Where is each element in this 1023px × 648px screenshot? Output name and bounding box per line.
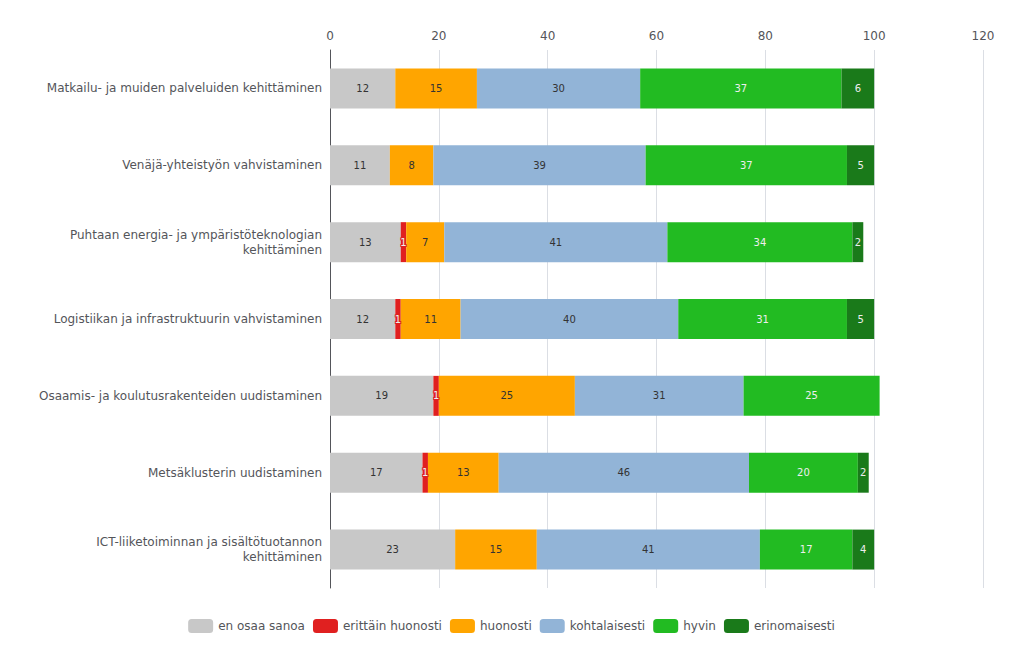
svg-text:46: 46 — [617, 467, 630, 478]
svg-text:Metsäklusterin uudistaminen: Metsäklusterin uudistaminen — [148, 466, 322, 480]
svg-text:60: 60 — [649, 29, 664, 43]
svg-text:kohtalaisesti: kohtalaisesti — [570, 619, 645, 633]
svg-text:4: 4 — [860, 544, 866, 555]
svg-text:2: 2 — [855, 237, 861, 248]
svg-text:6: 6 — [855, 83, 861, 94]
svg-text:Puhtaan energia- ja ympäristöt: Puhtaan energia- ja ympäristöteknologian — [70, 228, 322, 242]
svg-text:23: 23 — [386, 544, 399, 555]
svg-text:en osaa sanoa: en osaa sanoa — [218, 619, 305, 633]
svg-text:7: 7 — [422, 237, 428, 248]
svg-text:20: 20 — [431, 29, 446, 43]
svg-text:kehittäminen: kehittäminen — [243, 550, 322, 564]
svg-text:40: 40 — [540, 29, 555, 43]
svg-text:100: 100 — [863, 29, 886, 43]
svg-text:19: 19 — [375, 390, 388, 401]
svg-text:erittäin huonosti: erittäin huonosti — [343, 619, 442, 633]
svg-text:Venäjä-yhteistyön vahvistamine: Venäjä-yhteistyön vahvistaminen — [122, 158, 322, 172]
svg-text:1: 1 — [433, 390, 439, 401]
svg-text:Osaamis- ja koulutusrakenteide: Osaamis- ja koulutusrakenteiden uudistam… — [39, 389, 322, 403]
svg-text:0: 0 — [326, 29, 334, 43]
svg-text:15: 15 — [490, 544, 503, 555]
svg-text:120: 120 — [972, 29, 995, 43]
svg-text:25: 25 — [500, 390, 513, 401]
svg-text:34: 34 — [754, 237, 767, 248]
svg-text:37: 37 — [734, 83, 747, 94]
svg-text:20: 20 — [797, 467, 810, 478]
svg-text:5: 5 — [857, 160, 863, 171]
svg-text:huonosti: huonosti — [480, 619, 532, 633]
svg-text:hyvin: hyvin — [683, 619, 716, 633]
svg-text:8: 8 — [408, 160, 414, 171]
svg-text:17: 17 — [370, 467, 383, 478]
svg-text:Logistiikan ja infrastruktuuri: Logistiikan ja infrastruktuurin vahvista… — [54, 312, 322, 326]
svg-text:15: 15 — [430, 83, 443, 94]
svg-text:80: 80 — [758, 29, 773, 43]
svg-text:41: 41 — [549, 237, 562, 248]
svg-text:5: 5 — [857, 314, 863, 325]
svg-text:kehittäminen: kehittäminen — [243, 243, 322, 257]
svg-text:13: 13 — [457, 467, 470, 478]
svg-text:11: 11 — [424, 314, 437, 325]
svg-text:11: 11 — [354, 160, 367, 171]
svg-text:erinomaisesti: erinomaisesti — [754, 619, 835, 633]
svg-text:2: 2 — [860, 467, 866, 478]
svg-text:ICT-liiketoiminnan ja sisältöt: ICT-liiketoiminnan ja sisältötuotannon — [96, 535, 322, 549]
svg-text:1: 1 — [422, 467, 428, 478]
svg-text:30: 30 — [552, 83, 565, 94]
svg-text:12: 12 — [356, 314, 369, 325]
svg-text:13: 13 — [359, 237, 372, 248]
svg-text:1: 1 — [395, 314, 401, 325]
svg-text:12: 12 — [356, 83, 369, 94]
svg-text:17: 17 — [800, 544, 813, 555]
svg-text:25: 25 — [805, 390, 818, 401]
svg-text:31: 31 — [653, 390, 666, 401]
svg-text:Matkailu- ja muiden palveluide: Matkailu- ja muiden palveluiden kehittäm… — [47, 81, 322, 95]
svg-text:39: 39 — [533, 160, 546, 171]
svg-text:41: 41 — [642, 544, 655, 555]
svg-text:37: 37 — [740, 160, 753, 171]
svg-text:31: 31 — [756, 314, 769, 325]
svg-text:40: 40 — [563, 314, 576, 325]
svg-text:1: 1 — [400, 237, 406, 248]
